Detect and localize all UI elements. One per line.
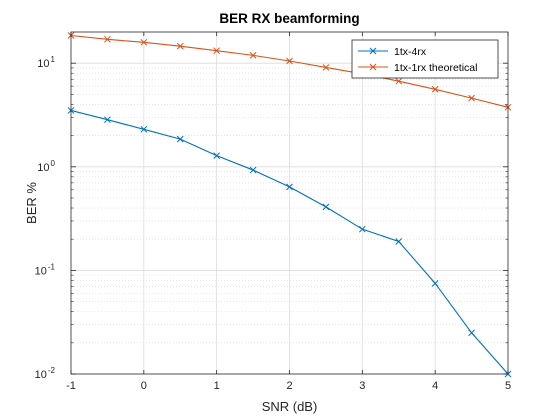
data-point-1tx-4rx — [176, 135, 184, 143]
data-point-1tx-4rx — [286, 183, 293, 191]
data-point-1tx-1rx-theoretical — [468, 94, 475, 102]
x-tick-label: 3 — [359, 380, 365, 392]
data-point-1tx-4rx — [104, 116, 111, 124]
legend-marker — [369, 47, 377, 55]
data-point-1tx-4rx — [213, 152, 221, 160]
data-point-1tx-1rx-theoretical — [176, 42, 184, 50]
legend-label: 1tx-1rx theoretical — [394, 62, 477, 74]
data-point-1tx-4rx — [249, 166, 257, 174]
data-point-1tx-1rx-theoretical — [249, 52, 257, 59]
legend-item: 1tx-1rx theoretical — [358, 62, 477, 74]
data-point-1tx-4rx — [358, 225, 366, 233]
x-tick-label: 4 — [432, 380, 438, 392]
y-axis-label: BER % — [24, 182, 39, 224]
x-axis-label: SNR (dB) — [262, 399, 318, 414]
data-point-1tx-1rx-theoretical — [395, 77, 403, 85]
data-point-1tx-4rx — [322, 203, 330, 211]
data-point-1tx-4rx — [431, 279, 439, 287]
legend-label: 1tx-4rx — [394, 46, 427, 58]
legend-box — [351, 39, 499, 79]
legend-item: 1tx-4rx — [358, 46, 427, 58]
data-point-1tx-1rx-theoretical — [213, 47, 221, 55]
data-point-1tx-1rx-theoretical — [286, 57, 293, 65]
data-point-1tx-1rx-theoretical — [322, 64, 330, 71]
data-point-1tx-4rx — [395, 238, 403, 245]
data-point-1tx-1rx-theoretical — [140, 38, 148, 46]
grid — [71, 32, 508, 374]
data-point-1tx-4rx — [140, 125, 148, 133]
chart-title: BER RX beamforming — [219, 11, 359, 26]
legend-marker — [369, 63, 377, 71]
x-tick-label: -1 — [66, 380, 76, 392]
x-tick-label: 2 — [286, 380, 292, 392]
legend: 1tx-4rx 1tx-1rx theoretical — [351, 39, 499, 79]
data-point-1tx-1rx-theoretical — [431, 85, 439, 93]
x-tick-label: 5 — [505, 380, 511, 392]
x-tick-label: 0 — [141, 380, 147, 392]
data-point-1tx-1rx-theoretical — [104, 35, 111, 43]
x-tick-label: 1 — [214, 380, 220, 392]
data-point-1tx-4rx — [468, 329, 475, 337]
